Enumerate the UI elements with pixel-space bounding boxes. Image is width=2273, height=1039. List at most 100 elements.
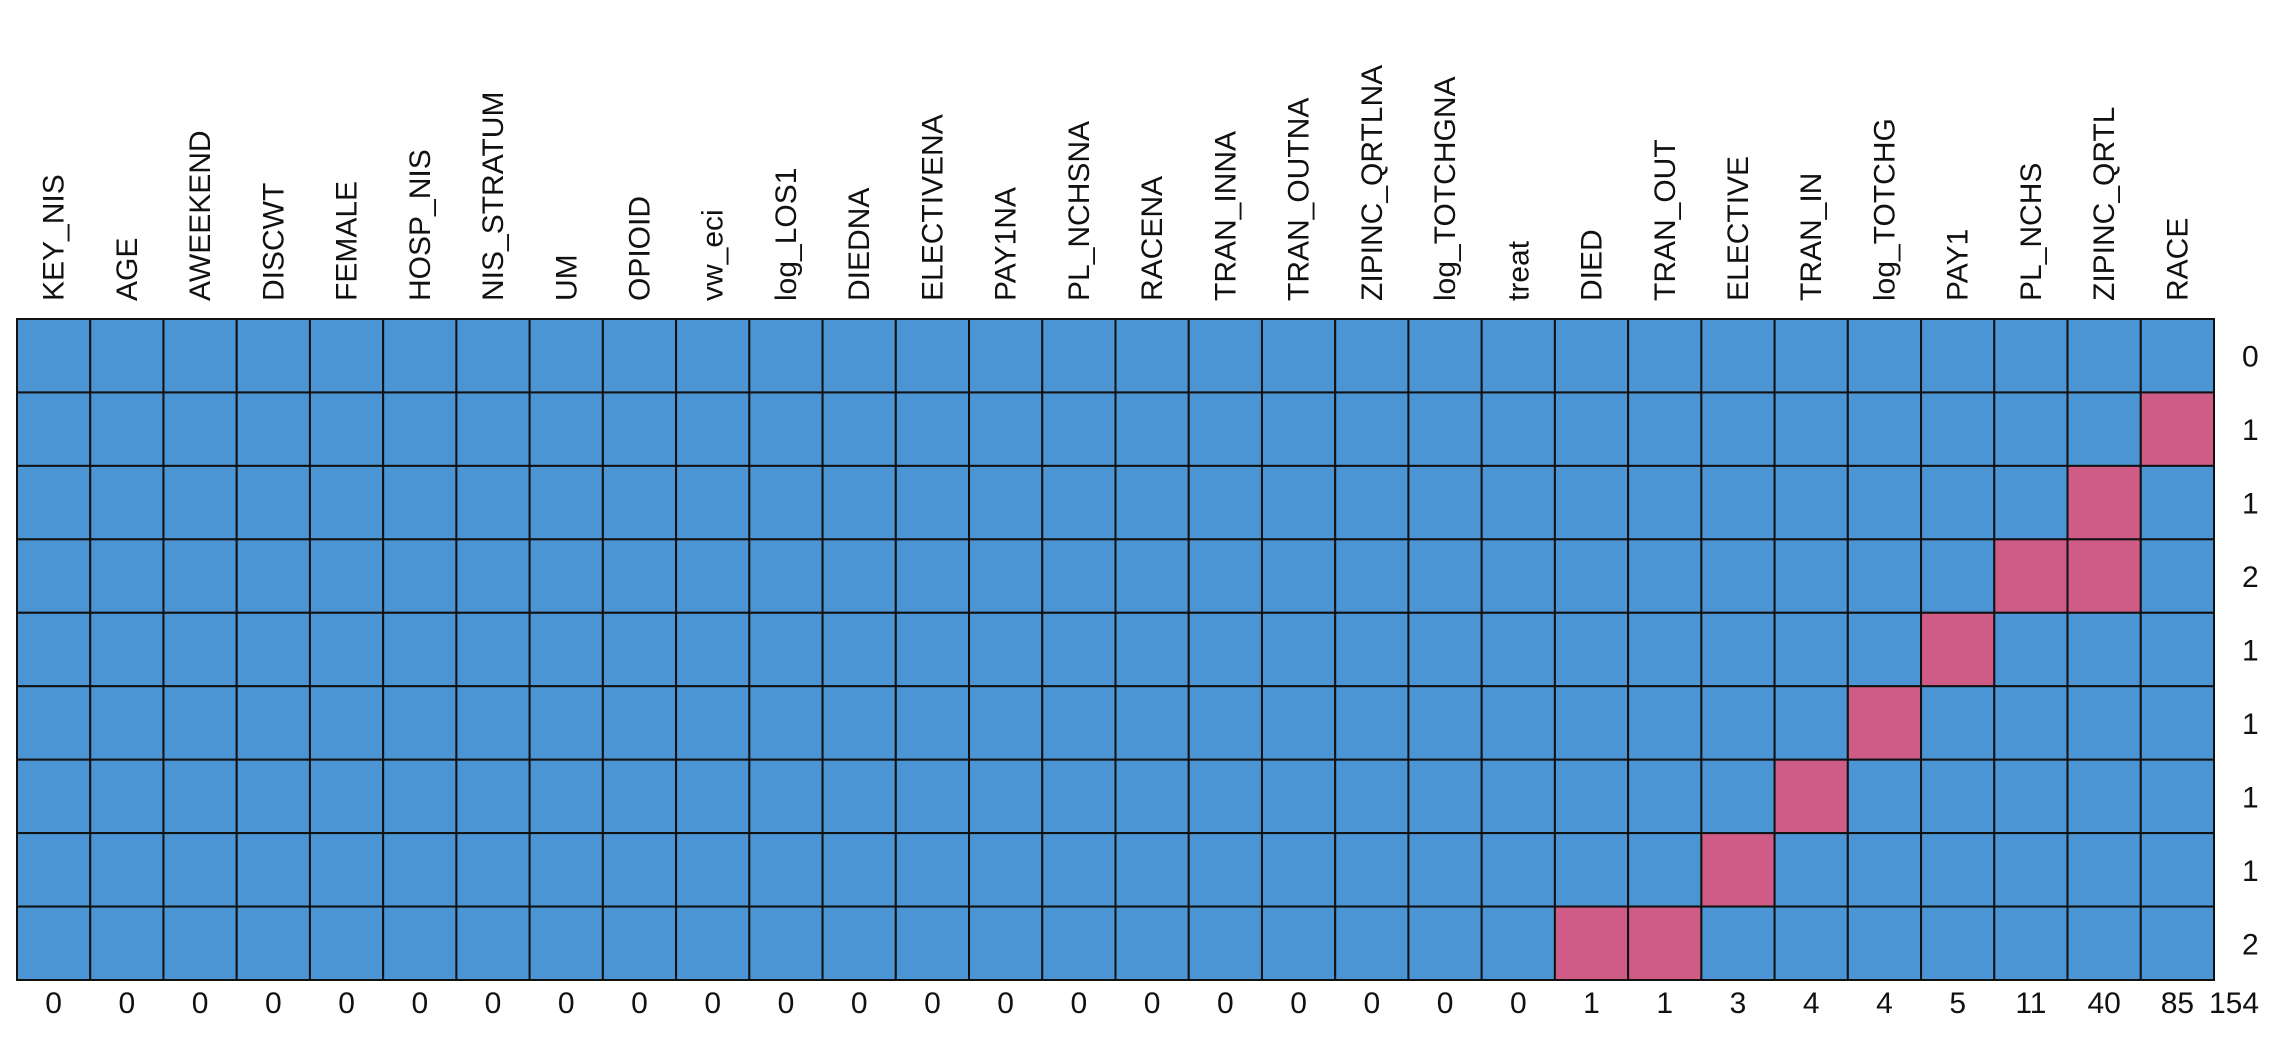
pattern-cell <box>821 611 897 688</box>
column-label: KEY_NIS <box>38 174 71 301</box>
pattern-cell <box>16 685 92 761</box>
pattern-cell <box>1114 611 1190 688</box>
column-label: FEMALE <box>331 181 364 301</box>
pattern-cell <box>1553 538 1630 614</box>
column-label: AGE <box>111 238 144 301</box>
pattern-cell <box>89 905 165 981</box>
pattern-cell <box>16 318 92 394</box>
pattern-cell <box>1993 758 2069 835</box>
column-missing-count: 0 <box>631 987 648 1020</box>
pattern-cell <box>601 611 678 688</box>
pattern-cell <box>2139 905 2215 981</box>
pattern-cell <box>1407 685 1483 761</box>
pattern-cell <box>1114 905 1190 981</box>
column-missing-count: 0 <box>851 987 868 1020</box>
pattern-missing-count: 1 <box>2242 781 2259 814</box>
pattern-cell <box>1993 538 2069 614</box>
pattern-cell <box>1553 905 1630 981</box>
pattern-cell <box>1773 832 1849 908</box>
pattern-cell <box>528 318 604 394</box>
pattern-cell <box>2066 611 2142 688</box>
pattern-cell <box>1334 832 1410 908</box>
pattern-cell <box>235 611 311 688</box>
column-label: RACE <box>2161 218 2194 301</box>
pattern-cell <box>1993 464 2069 541</box>
pattern-cell <box>528 832 604 908</box>
column-label: ZIPINC_QRTLNA <box>1356 65 1389 301</box>
pattern-cell <box>1627 905 1703 981</box>
column-missing-count: 4 <box>1803 987 1820 1020</box>
pattern-cell <box>1920 685 1996 761</box>
pattern-cell <box>1773 685 1849 761</box>
pattern-cell <box>16 391 92 467</box>
pattern-cell <box>235 832 311 908</box>
pattern-cell <box>1993 832 2069 908</box>
pattern-cell <box>16 832 92 908</box>
pattern-cell <box>968 464 1044 541</box>
pattern-cell <box>1553 611 1630 688</box>
pattern-cell <box>162 905 238 981</box>
pattern-cell <box>1700 464 1776 541</box>
pattern-cell <box>16 464 92 541</box>
pattern-cell <box>2139 391 2215 467</box>
pattern-cell <box>1114 758 1190 835</box>
pattern-cell <box>968 391 1044 467</box>
pattern-cell <box>89 538 165 614</box>
pattern-cell <box>235 538 311 614</box>
pattern-cell <box>2066 318 2142 394</box>
pattern-cell <box>2066 464 2142 541</box>
pattern-cell <box>1846 318 1923 394</box>
pattern-cell <box>1114 832 1190 908</box>
pattern-cell <box>162 318 238 394</box>
pattern-cell <box>2139 758 2215 835</box>
pattern-cell <box>308 318 385 394</box>
pattern-cell <box>382 758 458 835</box>
pattern-cell <box>1334 318 1410 394</box>
pattern-cell <box>894 611 971 688</box>
pattern-missing-count: 0 <box>2242 341 2259 374</box>
pattern-cell <box>2139 685 2215 761</box>
pattern-cell <box>2139 832 2215 908</box>
pattern-cell <box>455 685 531 761</box>
pattern-cell <box>1553 758 1630 835</box>
column-missing-count: 0 <box>704 987 721 1020</box>
pattern-cell <box>308 832 385 908</box>
pattern-cell <box>1773 758 1849 835</box>
pattern-cell <box>821 832 897 908</box>
pattern-cell <box>528 685 604 761</box>
pattern-cell <box>1041 685 1117 761</box>
pattern-cell <box>601 464 678 541</box>
pattern-cell <box>821 685 897 761</box>
pattern-cell <box>675 464 751 541</box>
pattern-cell <box>821 758 897 835</box>
column-label: HOSP_NIS <box>404 149 437 301</box>
pattern-cell <box>162 611 238 688</box>
pattern-cell <box>894 905 971 981</box>
column-missing-count: 5 <box>1949 987 1966 1020</box>
pattern-cell <box>1041 611 1117 688</box>
pattern-cell <box>748 832 824 908</box>
pattern-cell <box>1334 905 1410 981</box>
pattern-cell <box>308 391 385 467</box>
column-label: vw_eci <box>697 209 730 301</box>
pattern-cell <box>675 538 751 614</box>
pattern-cell <box>601 832 678 908</box>
pattern-cell <box>1700 758 1776 835</box>
column-missing-count: 0 <box>778 987 795 1020</box>
pattern-cell <box>821 905 897 981</box>
pattern-cell <box>382 685 458 761</box>
pattern-cell <box>1187 832 1263 908</box>
pattern-cell <box>1553 832 1630 908</box>
pattern-cell <box>1187 758 1263 835</box>
column-missing-count: 85 <box>2161 987 2194 1020</box>
pattern-cell <box>894 538 971 614</box>
pattern-cell <box>455 758 531 835</box>
pattern-cell <box>2066 685 2142 761</box>
column-label: log_TOTCHGNA <box>1429 76 1462 301</box>
pattern-cell <box>2066 758 2142 835</box>
pattern-cell <box>89 318 165 394</box>
pattern-cell <box>455 318 531 394</box>
column-label: PL_NCHS <box>2015 163 2048 301</box>
pattern-cell <box>1920 905 1996 981</box>
